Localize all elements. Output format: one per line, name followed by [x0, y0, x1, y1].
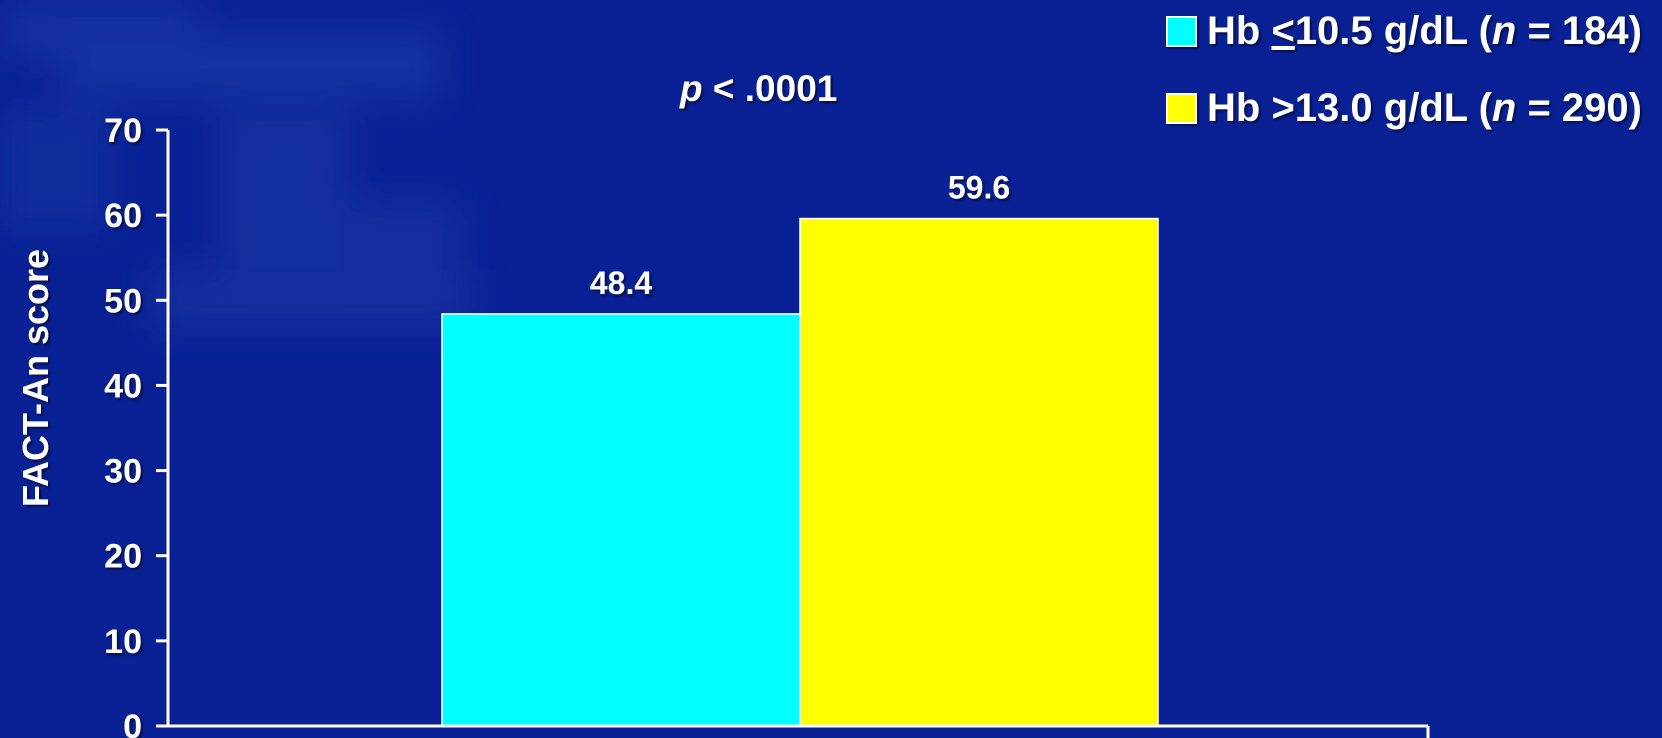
legend-label-hb-high: Hb >13.0 g/dL (n = 290): [1207, 86, 1642, 130]
legend-swatch-cyan: [1166, 15, 1198, 47]
bar-0: [441, 313, 801, 727]
bar-1: [799, 217, 1159, 727]
y-tick-label-70: 70: [104, 112, 142, 150]
data-label-1: 59.6: [948, 170, 1010, 206]
y-tick-label-10: 10: [104, 623, 142, 661]
data-label-0: 48.4: [590, 265, 652, 301]
y-tick-label-20: 20: [104, 538, 142, 576]
y-tick-label-0: 0: [123, 708, 142, 738]
y-axis-title: FACT-An score: [15, 249, 56, 507]
legend-label-hb-low: Hb <10.5 g/dL (n = 184): [1207, 9, 1642, 53]
legend-swatch-yellow: [1166, 92, 1198, 124]
legend-item-hb-low: Hb <10.5 g/dL (n = 184): [1166, 11, 1642, 51]
y-tick-label-60: 60: [104, 197, 142, 235]
y-tick-label-50: 50: [104, 282, 142, 320]
legend-item-hb-high: Hb >13.0 g/dL (n = 290): [1166, 88, 1642, 128]
p-value-annotation: p < .0001: [680, 68, 838, 109]
y-tick-label-30: 30: [104, 453, 142, 491]
y-tick-label-40: 40: [104, 367, 142, 405]
